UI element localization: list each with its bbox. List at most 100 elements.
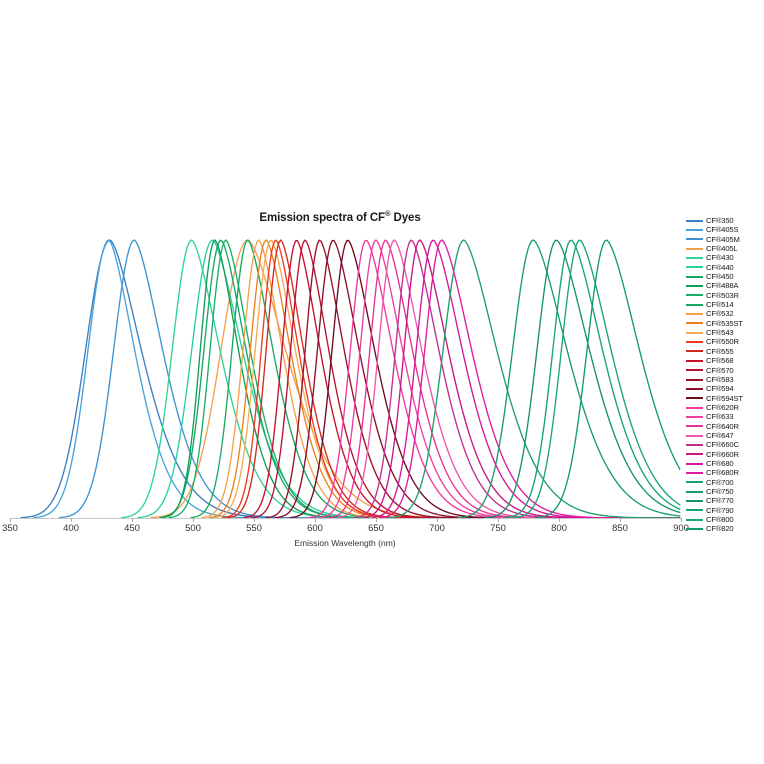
spectrum-curve (457, 239, 681, 519)
legend-item[interactable]: CF®620R (686, 403, 764, 412)
legend-item[interactable]: CF®535ST (686, 319, 764, 328)
legend-item-label: CF®503R (706, 290, 739, 300)
legend-item-label: CF®594 (706, 384, 734, 394)
legend-color-swatch (686, 528, 703, 531)
x-tick-mark (620, 518, 621, 522)
legend-item-label: CF®820 (706, 524, 734, 534)
x-tick-mark (376, 518, 377, 522)
legend-item-label: CF®594ST (706, 393, 743, 403)
legend-item[interactable]: CF®450 (686, 272, 764, 281)
legend-item[interactable]: CF®430 (686, 253, 764, 262)
legend-item[interactable]: CF®440 (686, 263, 764, 272)
legend-color-swatch (686, 453, 703, 456)
plot-area (0, 225, 690, 520)
legend-item[interactable]: CF®583 (686, 375, 764, 384)
legend-item[interactable]: CF®350 (686, 216, 764, 225)
legend-color-swatch (686, 229, 703, 232)
x-axis-title: Emission Wavelength (nm) (294, 538, 396, 548)
legend-color-swatch (686, 350, 703, 353)
x-tick-mark (315, 518, 316, 522)
legend-item[interactable]: CF®570 (686, 366, 764, 375)
spectrum-curve (318, 239, 681, 519)
legend-item[interactable]: CF®488A (686, 281, 764, 290)
legend-color-swatch (686, 247, 703, 250)
legend-item-label: CF®790 (706, 505, 734, 515)
legend-color-swatch (686, 415, 703, 418)
legend-item-label: CF®800 (706, 515, 734, 524)
legend-item-label: CF®535ST (706, 318, 743, 328)
legend-item-label: CF®633 (706, 412, 734, 422)
x-tick-mark (254, 518, 255, 522)
legend-item[interactable]: CF®543 (686, 328, 764, 337)
x-tick-label: 750 (490, 523, 506, 534)
legend-item[interactable]: CF®532 (686, 309, 764, 318)
legend-item[interactable]: CF®820 (686, 524, 764, 533)
legend-item[interactable]: CF®770 (686, 496, 764, 505)
legend-item-label: CF®550R (706, 337, 739, 347)
x-tick-label: 600 (307, 523, 323, 534)
legend-item-label: CF®350 (706, 216, 734, 225)
legend-item-label: CF®555 (706, 346, 734, 356)
legend-color-swatch (686, 443, 703, 446)
legend-item-label: CF®532 (706, 309, 734, 319)
spectrum-curve (243, 239, 681, 519)
legend-color-swatch (686, 257, 703, 260)
spectrum-curve (485, 239, 681, 519)
legend-color-swatch (686, 303, 703, 306)
legend-item-label: CF®660R (706, 449, 739, 459)
legend-item[interactable]: CF®680R (686, 468, 764, 477)
x-axis-line (10, 518, 681, 519)
legend-item[interactable]: CF®660R (686, 450, 764, 459)
spectrum-curve (150, 239, 681, 519)
legend-item-label: CF®660C (706, 440, 739, 450)
legend-item[interactable]: CF®790 (686, 506, 764, 515)
legend-item[interactable]: CF®550R (686, 337, 764, 346)
legend-item[interactable]: CF®647 (686, 431, 764, 440)
legend-item[interactable]: CF®555 (686, 347, 764, 356)
chart-title: Emission spectra of CF® Dyes (0, 209, 680, 224)
x-tick-mark (132, 518, 133, 522)
legend-item[interactable]: CF®594 (686, 384, 764, 393)
x-tick-label: 450 (124, 523, 140, 534)
legend-item-label: CF®405M (706, 234, 740, 244)
legend-item[interactable]: CF®800 (686, 515, 764, 524)
legend-item[interactable]: CF®405S (686, 225, 764, 234)
legend-color-swatch (686, 359, 703, 362)
legend-item-label: CF®640R (706, 421, 739, 431)
legend-item[interactable]: CF®700 (686, 478, 764, 487)
legend-color-swatch (686, 481, 703, 484)
legend-item-label: CF®568 (706, 356, 734, 366)
chart-title-main: Emission spectra of CF (259, 211, 385, 224)
legend-color-swatch (686, 275, 703, 278)
x-axis: 350 400 450 500 550 600 650 700 750 800 850 900 Emi… (0, 518, 690, 558)
legend-item[interactable]: CF®568 (686, 356, 764, 365)
legend-item-label: CF®543 (706, 328, 734, 338)
x-tick-label: 550 (246, 523, 262, 534)
legend-color-swatch (686, 397, 703, 400)
legend-item[interactable]: CF®660C (686, 440, 764, 449)
legend-item-label: CF®680R (706, 468, 739, 478)
legend-item-label: CF®700 (706, 477, 734, 487)
legend-item[interactable]: CF®405L (686, 244, 764, 253)
legend-item[interactable]: CF®594ST (686, 394, 764, 403)
spectrum-curve (353, 239, 681, 519)
x-tick-label: 650 (368, 523, 384, 534)
legend-item[interactable]: CF®640R (686, 422, 764, 431)
legend-item[interactable]: CF®503R (686, 291, 764, 300)
legend-item[interactable]: CF®633 (686, 412, 764, 421)
legend-item[interactable]: CF®750 (686, 487, 764, 496)
legend-item[interactable]: CF®405M (686, 235, 764, 244)
legend-item-label: CF®750 (706, 486, 734, 496)
legend-item-label: CF®647 (706, 430, 734, 440)
registered-trademark-icon: ® (384, 209, 391, 218)
legend-color-swatch (686, 499, 703, 502)
legend-color-swatch (686, 425, 703, 428)
legend-item[interactable]: CF®514 (686, 300, 764, 309)
x-tick-label: 500 (185, 523, 201, 534)
legend-item-label: CF®405L (706, 244, 738, 254)
legend-item[interactable]: CF®680 (686, 459, 764, 468)
spectra-curves (20, 239, 681, 519)
legend-item-label: CF®430 (706, 253, 734, 263)
spectrum-curve (201, 239, 681, 519)
